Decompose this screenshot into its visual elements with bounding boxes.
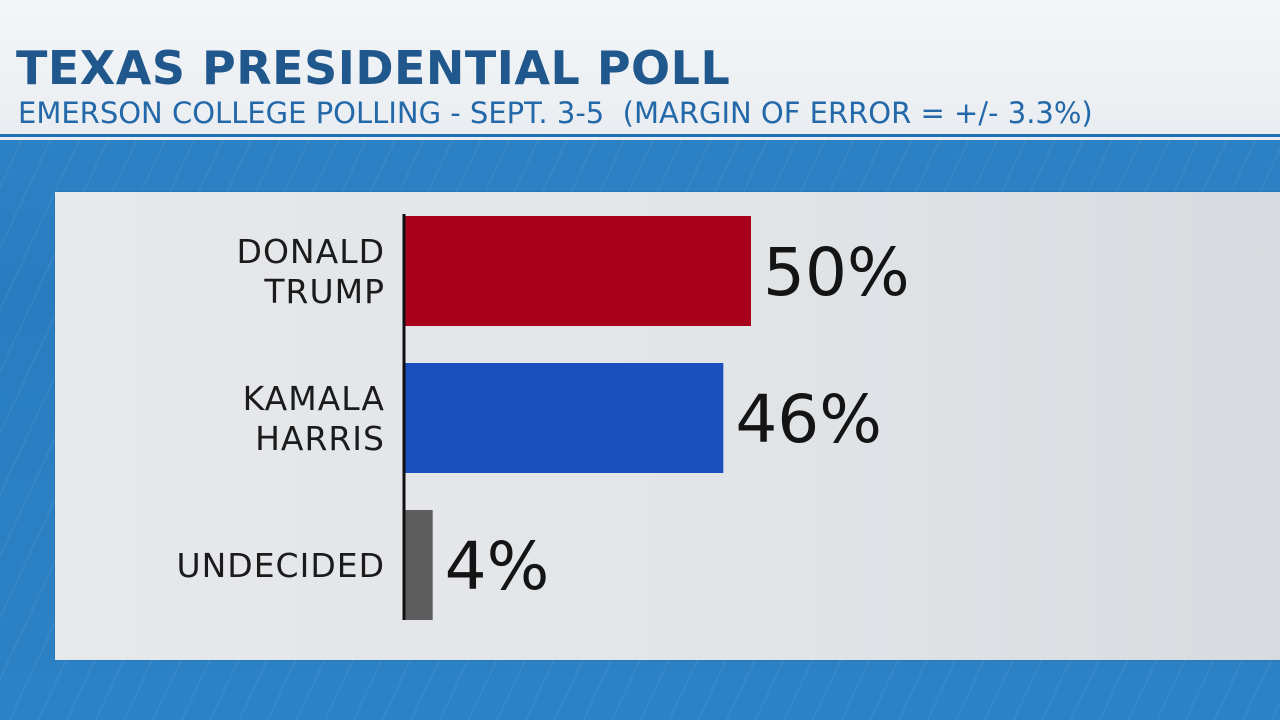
category-label-2-0: UNDECIDED	[176, 546, 385, 585]
category-label-1-1: HARRIS	[255, 419, 385, 458]
page-title: TEXAS PRESIDENTIAL POLL	[16, 41, 731, 95]
value-label-1: 46%	[735, 381, 882, 458]
bars-group	[405, 216, 751, 620]
category-label-0-1: TRUMP	[263, 272, 385, 311]
value-label-0: 50%	[763, 234, 910, 311]
category-label-0-0: DONALD	[237, 232, 385, 271]
value-labels-group: 50% 46% 4%	[445, 234, 910, 605]
category-label-1-0: KAMALA	[243, 379, 385, 418]
value-label-2: 4%	[445, 528, 550, 605]
header-divider	[0, 134, 1280, 137]
bar-1	[405, 363, 724, 473]
bar-0	[405, 216, 751, 326]
header-band: TEXAS PRESIDENTIAL POLL EMERSON COLLEGE …	[0, 0, 1280, 140]
bar-2	[405, 510, 433, 620]
page-subtitle: EMERSON COLLEGE POLLING - SEPT. 3-5 (MAR…	[18, 96, 1093, 130]
